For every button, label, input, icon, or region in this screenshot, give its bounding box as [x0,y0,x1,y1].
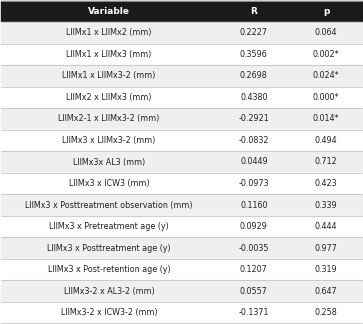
Bar [1,44,362,65]
Text: 0.647: 0.647 [315,286,338,295]
Bar [1,151,362,173]
Text: R: R [250,7,257,16]
Text: LIIMx3 x Posttreatment observation (mm): LIIMx3 x Posttreatment observation (mm) [25,201,193,210]
Text: 0.258: 0.258 [315,308,338,317]
Bar [1,216,362,237]
Bar [1,65,362,87]
Text: LIIMx3-2 x AL3-2 (mm): LIIMx3-2 x AL3-2 (mm) [64,286,155,295]
Text: 0.319: 0.319 [315,265,338,274]
Bar [1,1,362,22]
Text: 0.712: 0.712 [315,157,338,167]
Text: 0.2698: 0.2698 [240,72,268,80]
Text: 0.423: 0.423 [315,179,338,188]
Text: -0.2921: -0.2921 [238,114,269,123]
Bar [1,173,362,194]
Text: 0.977: 0.977 [315,244,338,252]
Bar [1,237,362,259]
Text: 0.0929: 0.0929 [240,222,268,231]
Text: -0.1371: -0.1371 [238,308,269,317]
Bar [1,280,362,302]
Text: -0.0973: -0.0973 [238,179,269,188]
Text: LIIMx1 x LIIMx3-2 (mm): LIIMx1 x LIIMx3-2 (mm) [62,72,156,80]
Text: 0.1207: 0.1207 [240,265,268,274]
Text: LIIMx2-1 x LIIMx3-2 (mm): LIIMx2-1 x LIIMx3-2 (mm) [58,114,160,123]
Bar [1,108,362,130]
Bar [1,22,362,44]
Text: 0.3596: 0.3596 [240,50,268,59]
Text: 0.0557: 0.0557 [240,286,268,295]
Text: LIIMx2 x LIIMx3 (mm): LIIMx2 x LIIMx3 (mm) [66,93,152,102]
Text: LIIMx3x AL3 (mm): LIIMx3x AL3 (mm) [73,157,145,167]
Text: 0.014*: 0.014* [313,114,339,123]
Text: 0.2227: 0.2227 [240,29,268,38]
Text: 0.444: 0.444 [315,222,337,231]
Text: 0.494: 0.494 [315,136,338,145]
Text: 0.0449: 0.0449 [240,157,268,167]
Text: 0.064: 0.064 [315,29,337,38]
Text: 0.4380: 0.4380 [240,93,268,102]
Text: 0.1160: 0.1160 [240,201,268,210]
Text: -0.0832: -0.0832 [238,136,269,145]
Text: LIIMx3 x ICW3 (mm): LIIMx3 x ICW3 (mm) [69,179,150,188]
Text: p: p [323,7,329,16]
Text: LIIMx3 x Post-retention age (y): LIIMx3 x Post-retention age (y) [48,265,171,274]
Text: -0.0035: -0.0035 [238,244,269,252]
Bar [1,130,362,151]
Bar [1,302,362,323]
Text: LIIMx3 x Posttreatment age (y): LIIMx3 x Posttreatment age (y) [47,244,171,252]
Text: LIIMx3 x LIIMx3-2 (mm): LIIMx3 x LIIMx3-2 (mm) [62,136,156,145]
Bar [1,87,362,108]
Text: Variable: Variable [88,7,130,16]
Text: 0.002*: 0.002* [313,50,339,59]
Text: LIIMx3-2 x ICW3-2 (mm): LIIMx3-2 x ICW3-2 (mm) [61,308,158,317]
Text: LIIMx1 x LIIMx2 (mm): LIIMx1 x LIIMx2 (mm) [66,29,152,38]
Bar [1,259,362,280]
Text: LIIMx1 x LIIMx3 (mm): LIIMx1 x LIIMx3 (mm) [66,50,152,59]
Text: 0.339: 0.339 [315,201,338,210]
Text: LIIMx3 x Pretreatment age (y): LIIMx3 x Pretreatment age (y) [49,222,169,231]
Text: 0.000*: 0.000* [313,93,339,102]
Bar [1,194,362,216]
Text: 0.024*: 0.024* [313,72,339,80]
